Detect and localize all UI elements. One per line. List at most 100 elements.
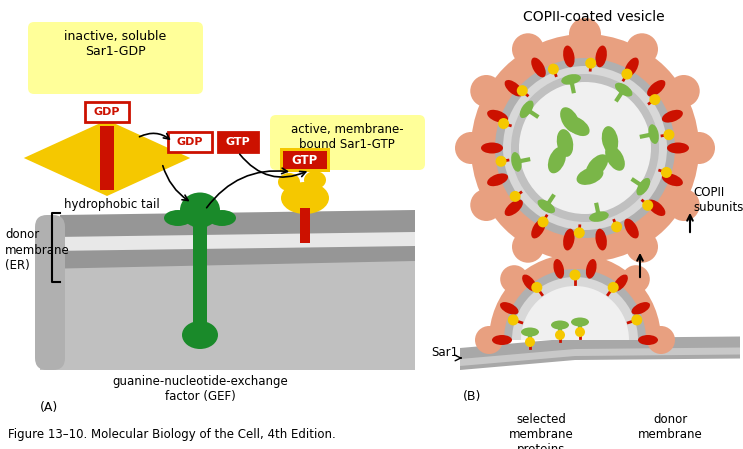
Ellipse shape: [511, 152, 522, 172]
Circle shape: [503, 66, 667, 230]
Circle shape: [455, 132, 487, 164]
Bar: [100, 126, 114, 190]
Circle shape: [495, 58, 675, 238]
Ellipse shape: [531, 57, 546, 77]
Ellipse shape: [504, 80, 523, 97]
Ellipse shape: [481, 142, 503, 154]
Circle shape: [649, 94, 661, 105]
Circle shape: [498, 118, 509, 129]
Ellipse shape: [667, 142, 689, 154]
Circle shape: [621, 69, 632, 79]
Circle shape: [519, 82, 651, 214]
Circle shape: [663, 129, 675, 140]
FancyBboxPatch shape: [28, 22, 203, 94]
Polygon shape: [40, 261, 415, 370]
Ellipse shape: [662, 173, 683, 186]
Circle shape: [611, 221, 622, 233]
Circle shape: [525, 337, 535, 347]
Circle shape: [668, 189, 700, 221]
Text: GDP: GDP: [177, 137, 204, 147]
Ellipse shape: [637, 178, 650, 195]
Ellipse shape: [595, 229, 607, 251]
Text: donor
membrane
(ER): donor membrane (ER): [5, 229, 70, 272]
Ellipse shape: [662, 110, 683, 123]
Circle shape: [642, 200, 653, 211]
Wedge shape: [504, 269, 646, 340]
Text: COPII
subunits: COPII subunits: [693, 186, 743, 214]
Circle shape: [683, 132, 715, 164]
Text: (A): (A): [40, 401, 58, 414]
Circle shape: [517, 85, 528, 96]
Ellipse shape: [281, 182, 329, 214]
Wedge shape: [489, 254, 661, 340]
Ellipse shape: [632, 302, 650, 315]
Ellipse shape: [180, 193, 220, 228]
Text: guanine-nucleotide-exchange
factor (GEF): guanine-nucleotide-exchange factor (GEF): [112, 375, 288, 403]
Circle shape: [561, 240, 589, 268]
Text: selected
membrane
proteins: selected membrane proteins: [509, 413, 574, 449]
Ellipse shape: [613, 274, 628, 291]
Ellipse shape: [624, 219, 639, 238]
Circle shape: [511, 74, 659, 222]
FancyBboxPatch shape: [35, 215, 65, 370]
Ellipse shape: [624, 57, 639, 77]
Circle shape: [661, 167, 672, 178]
Circle shape: [510, 191, 521, 202]
Wedge shape: [521, 286, 629, 340]
Ellipse shape: [589, 211, 609, 222]
Ellipse shape: [531, 219, 546, 238]
Circle shape: [548, 64, 559, 75]
Circle shape: [626, 231, 658, 263]
Ellipse shape: [561, 74, 581, 85]
Circle shape: [500, 265, 528, 293]
Ellipse shape: [492, 335, 512, 345]
Bar: [300, 208, 310, 243]
Ellipse shape: [548, 147, 566, 173]
Ellipse shape: [304, 171, 326, 189]
Circle shape: [470, 189, 502, 221]
Circle shape: [555, 330, 565, 340]
Circle shape: [512, 231, 544, 263]
FancyBboxPatch shape: [270, 115, 425, 170]
Circle shape: [626, 33, 658, 65]
Ellipse shape: [647, 199, 666, 216]
Text: GTP: GTP: [226, 137, 250, 147]
Text: donor
membrane: donor membrane: [637, 413, 702, 441]
Ellipse shape: [563, 45, 574, 67]
Circle shape: [512, 33, 544, 65]
Ellipse shape: [560, 107, 580, 133]
Ellipse shape: [586, 154, 608, 178]
Text: Figure 13–10. Molecular Biology of the Cell, 4th Edition.: Figure 13–10. Molecular Biology of the C…: [8, 428, 336, 441]
Ellipse shape: [565, 116, 590, 136]
Text: GTP: GTP: [292, 154, 318, 167]
Ellipse shape: [586, 259, 597, 279]
Ellipse shape: [537, 199, 555, 213]
Ellipse shape: [487, 110, 508, 123]
Ellipse shape: [595, 45, 607, 67]
Circle shape: [507, 314, 519, 326]
Circle shape: [569, 269, 580, 281]
Circle shape: [574, 227, 585, 238]
Ellipse shape: [647, 80, 666, 97]
Ellipse shape: [522, 274, 537, 291]
Circle shape: [569, 18, 601, 50]
Text: (B): (B): [463, 390, 481, 403]
Circle shape: [585, 57, 596, 69]
Text: inactive, soluble
Sar1-GDP: inactive, soluble Sar1-GDP: [64, 30, 166, 58]
Circle shape: [496, 156, 507, 167]
Polygon shape: [460, 348, 740, 366]
Ellipse shape: [577, 167, 603, 185]
Polygon shape: [460, 336, 740, 370]
Ellipse shape: [551, 321, 569, 330]
Ellipse shape: [500, 302, 519, 315]
Circle shape: [537, 216, 548, 228]
Ellipse shape: [638, 335, 658, 345]
Text: hydrophobic tail: hydrophobic tail: [64, 198, 160, 211]
Ellipse shape: [563, 229, 574, 251]
Ellipse shape: [208, 210, 236, 226]
Text: COPII-coated vesicle: COPII-coated vesicle: [523, 10, 665, 24]
Ellipse shape: [615, 83, 632, 97]
Ellipse shape: [554, 259, 564, 279]
Bar: [280, 148, 330, 172]
Ellipse shape: [182, 321, 218, 349]
